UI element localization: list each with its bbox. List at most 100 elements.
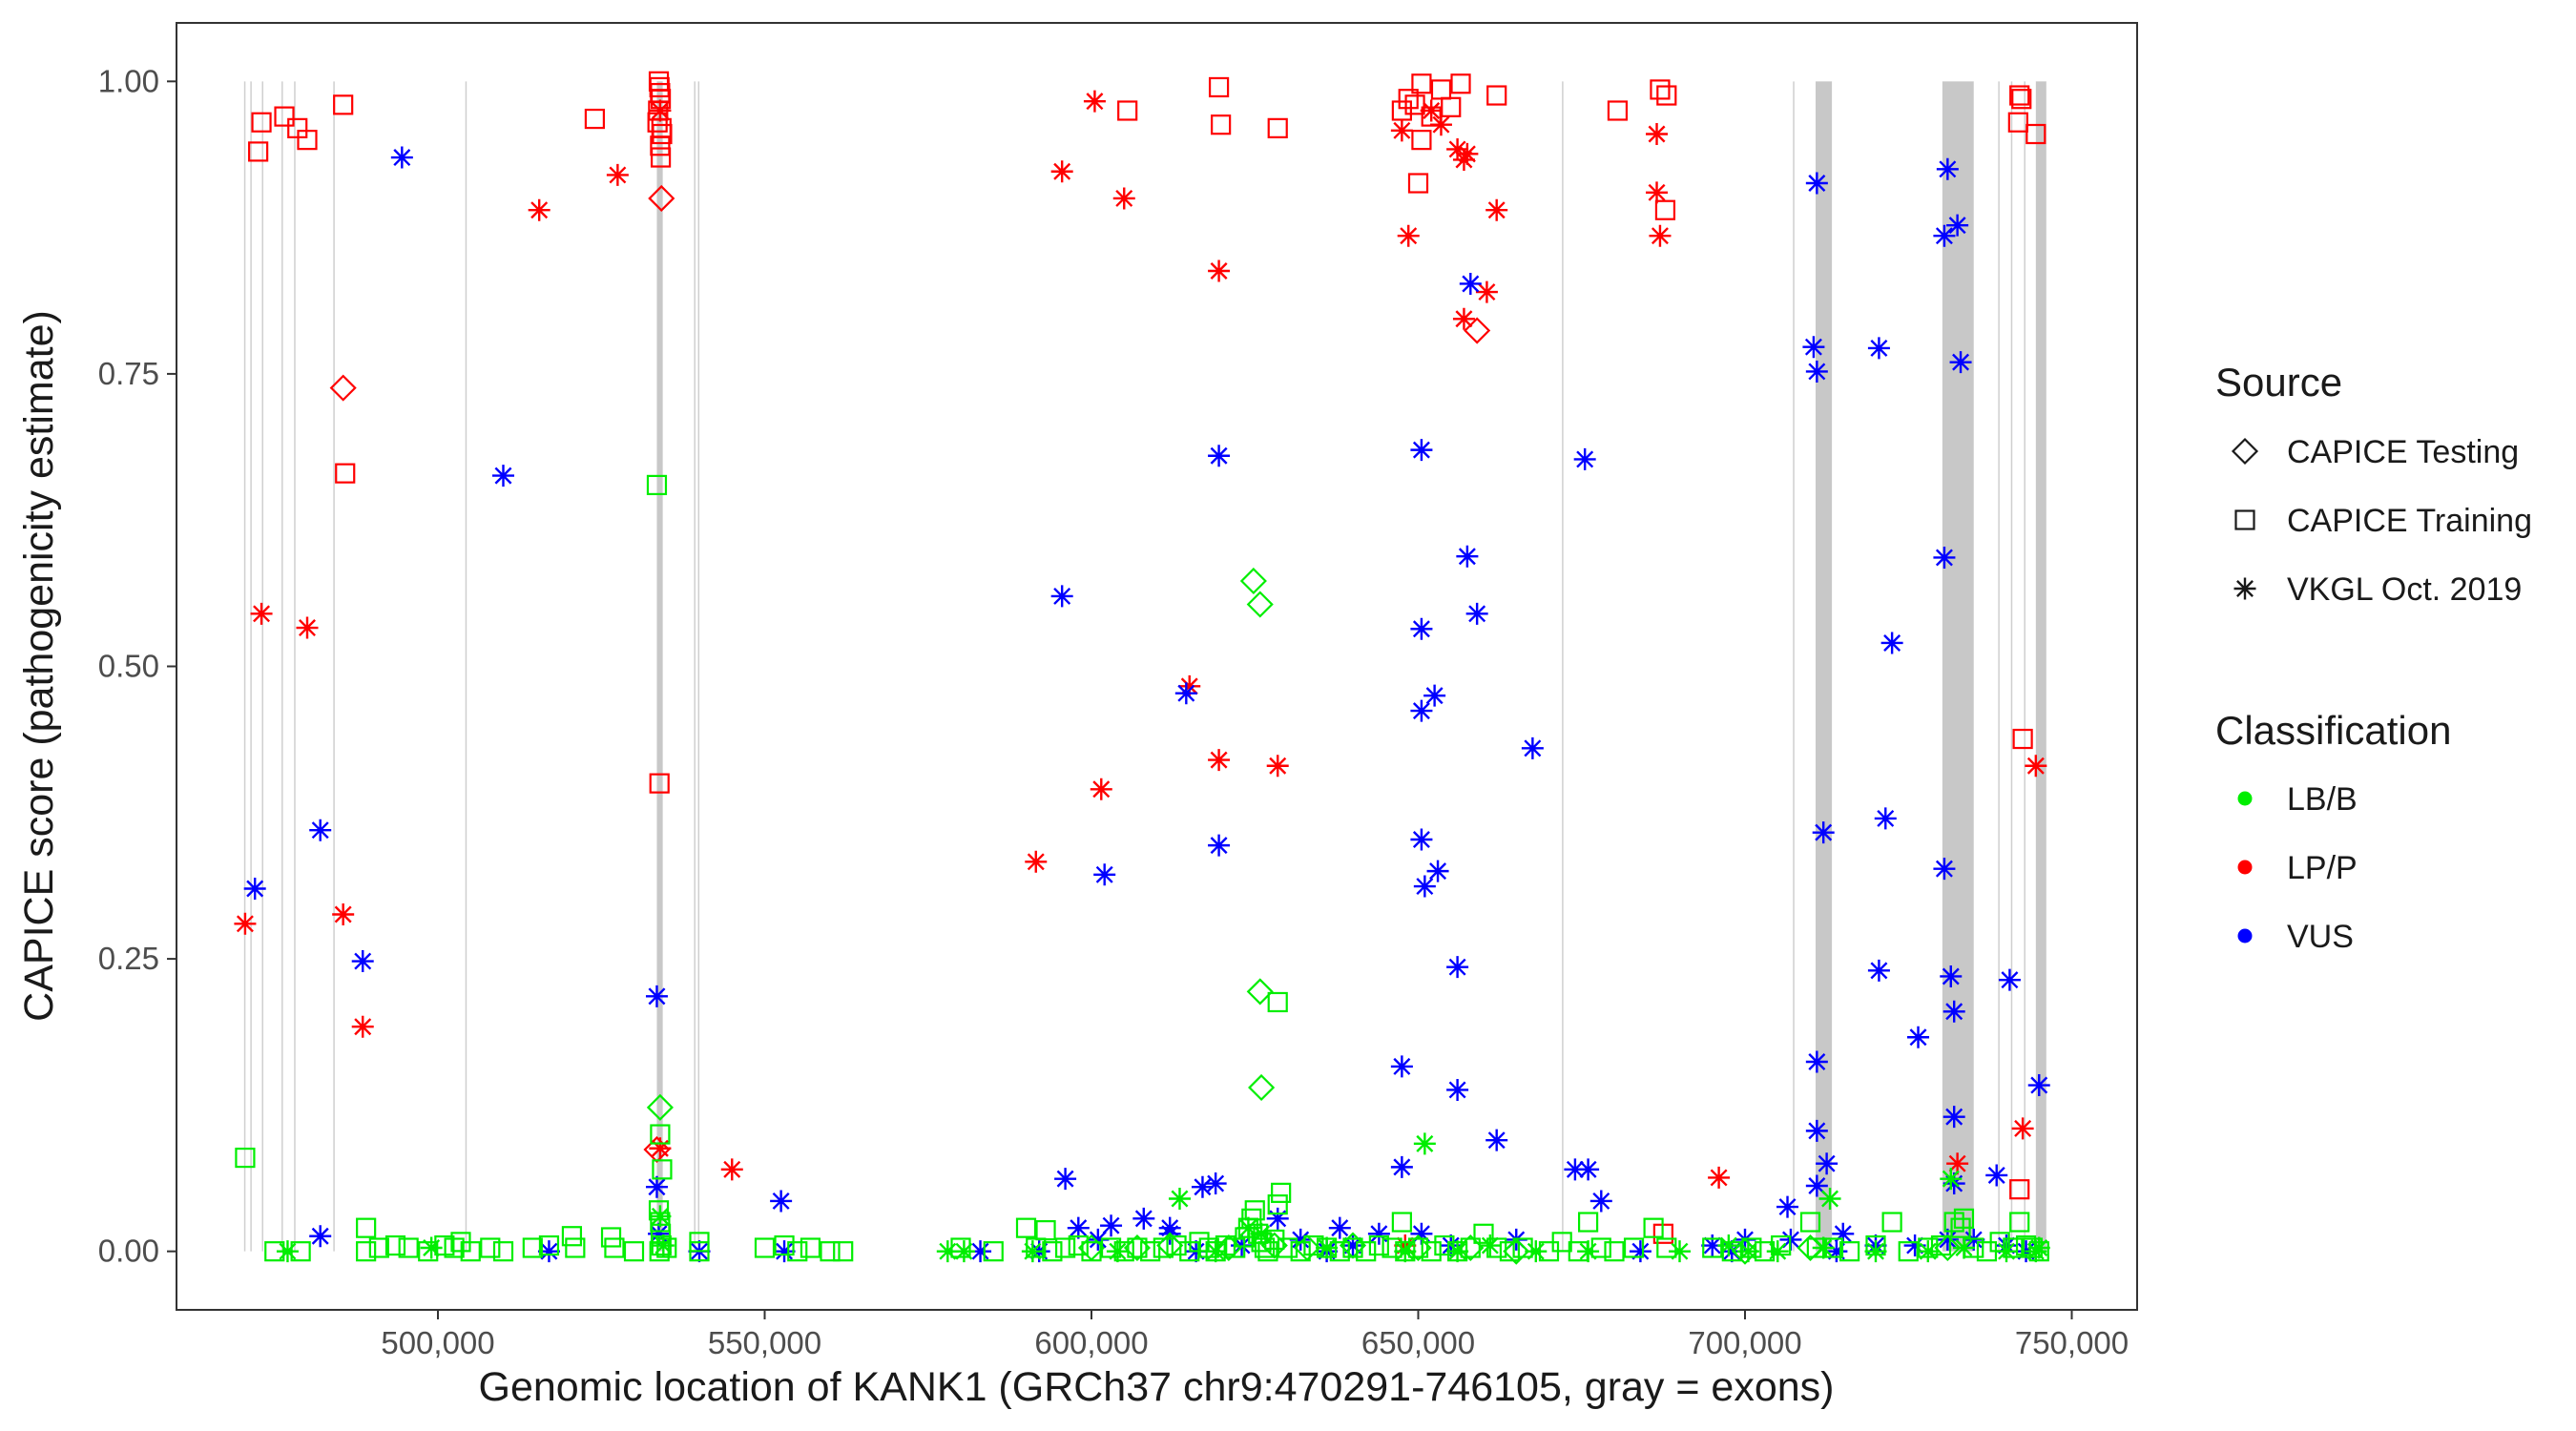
data-point [2022, 1237, 2043, 1258]
data-point [649, 773, 670, 794]
data-point [1395, 1241, 1416, 1262]
data-point [335, 463, 356, 484]
y-tick-label: 0.00 [98, 1234, 159, 1269]
data-point [1459, 272, 1482, 295]
data-point [1260, 1232, 1288, 1259]
data-point [1656, 85, 1677, 106]
data-point [1799, 1212, 1821, 1233]
data-point [537, 1240, 560, 1263]
data-point [983, 1241, 1004, 1262]
data-point [356, 1217, 377, 1238]
data-point [1654, 199, 1676, 220]
data-point [1816, 1152, 1839, 1175]
data-point [650, 135, 671, 156]
data-point [649, 1205, 672, 1228]
data-point [649, 99, 672, 122]
data-point [2011, 1117, 2034, 1140]
x-tick-label: 700,000 [1688, 1325, 1801, 1360]
data-point [235, 1147, 256, 1169]
legend-source-label: CAPICE Training [2287, 503, 2532, 539]
data-point [2025, 123, 2046, 145]
legend-source-symbol [2233, 577, 2256, 600]
data-point [2027, 1236, 2050, 1259]
data-point [2009, 1179, 2030, 1200]
data-point [1806, 1237, 1827, 1258]
data-point [1271, 1182, 1292, 1203]
data-point [646, 1093, 674, 1121]
legend-class-swatch [2237, 791, 2253, 806]
data-point [251, 112, 272, 133]
data-point [1702, 1237, 1723, 1258]
data-point [1410, 1222, 1433, 1245]
data-point [1839, 1241, 1860, 1262]
data-point [1398, 89, 1419, 110]
data-point [1410, 439, 1433, 462]
data-point [1446, 956, 1469, 979]
exon-band [1942, 81, 1974, 1252]
data-point [1293, 1234, 1321, 1262]
data-point [650, 1124, 671, 1145]
data-point [1397, 224, 1420, 247]
data-point [1211, 114, 1232, 135]
data-point [1316, 1236, 1339, 1259]
data-point [1410, 617, 1433, 640]
data-point [1204, 1172, 1227, 1195]
data-point [1589, 1190, 1612, 1213]
exon-band [656, 81, 663, 1252]
exon-band [1815, 81, 1833, 1252]
data-point [1068, 1234, 1089, 1256]
data-point [651, 1234, 672, 1256]
exon-band [2035, 81, 2046, 1252]
data-point [1087, 1228, 1110, 1251]
data-point [1880, 632, 1903, 654]
data-point [1802, 336, 1825, 359]
data-point [1465, 602, 1488, 625]
data-point [309, 819, 332, 841]
data-point [390, 146, 413, 169]
data-point [1650, 79, 1671, 100]
data-point [1499, 1241, 1521, 1262]
data-point [1166, 1234, 1187, 1256]
data-point [1191, 1175, 1214, 1198]
data-point [1113, 1241, 1134, 1262]
data-point [2025, 755, 2047, 778]
data-point [1413, 1132, 1436, 1155]
data-point [243, 878, 266, 901]
data-point [952, 1240, 975, 1263]
data-point [2012, 728, 2033, 750]
data-point [1776, 1195, 1799, 1218]
data-point [1434, 1234, 1455, 1256]
data-point [290, 1241, 311, 1262]
data-point [1054, 1168, 1077, 1191]
legend-source-symbol [2234, 509, 2255, 530]
data-point [1289, 1228, 1312, 1251]
data-point [420, 1236, 443, 1259]
data-point [1267, 991, 1288, 1013]
data-point [1158, 1216, 1181, 1239]
data-point [296, 616, 319, 639]
data-point [1156, 1232, 1184, 1259]
data-point [584, 108, 606, 130]
data-point [248, 141, 269, 162]
data-point [2028, 1241, 2049, 1262]
data-point [1766, 1240, 1789, 1263]
data-point [1486, 85, 1507, 106]
data-point [650, 147, 672, 168]
data-point [384, 1234, 406, 1256]
data-point [418, 1241, 439, 1262]
data-point [1054, 1237, 1076, 1258]
data-point [492, 465, 514, 487]
data-point [1805, 1174, 1828, 1197]
data-point [652, 1234, 675, 1257]
data-point [528, 198, 551, 221]
data-point [332, 902, 355, 925]
data-point [1067, 1216, 1090, 1239]
data-point [1985, 1164, 2008, 1187]
data-point [1485, 1129, 1508, 1151]
x-axis-ticks: 500,000 550,000 600,000 650,000 700,000 750,0… [381, 1310, 2129, 1360]
data-point [1485, 198, 1508, 221]
data-point [356, 1241, 377, 1262]
data-point [645, 985, 668, 1007]
